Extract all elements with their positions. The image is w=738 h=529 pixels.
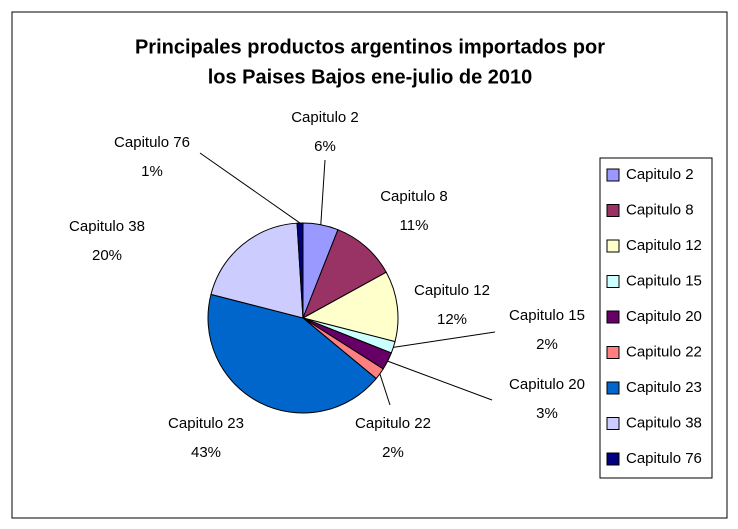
data-label-name: Capitulo 22	[355, 415, 431, 432]
legend-label: Capitulo 20	[626, 308, 702, 325]
data-label-value: 2%	[382, 444, 404, 461]
data-label-value: 1%	[141, 163, 163, 180]
legend-swatch	[606, 204, 620, 217]
legend-label: Capitulo 12	[626, 237, 702, 254]
legend-label: Capitulo 38	[626, 414, 702, 431]
legend-swatch	[606, 275, 620, 288]
legend-label: Capitulo 76	[626, 450, 702, 467]
data-label-name: Capitulo 20	[509, 376, 585, 393]
legend-label: Capitulo 8	[626, 201, 694, 218]
legend-label: Capitulo 23	[626, 379, 702, 396]
data-label-name: Capitulo 12	[414, 282, 490, 299]
legend-swatch	[606, 346, 620, 359]
chart-title: los Paises Bajos ene-julio de 2010	[208, 66, 533, 88]
legend-swatch	[606, 417, 620, 430]
chart-title: Principales productos argentinos importa…	[135, 36, 605, 58]
data-label-name: Capitulo 76	[114, 134, 190, 151]
data-label-value: 20%	[92, 247, 122, 264]
legend-swatch	[606, 310, 620, 324]
leader-line	[199, 152, 301, 224]
pie-slice	[210, 222, 304, 319]
legend-swatch	[606, 381, 620, 395]
data-label-value: 12%	[437, 311, 467, 328]
legend-swatch	[606, 239, 620, 253]
data-label-value: 6%	[314, 138, 336, 155]
pie-slice	[301, 271, 399, 343]
data-label-name: Capitulo 15	[509, 307, 585, 324]
data-label-name: Capitulo 2	[291, 109, 359, 126]
legend-swatch	[606, 452, 620, 466]
leader-line	[379, 373, 391, 406]
leader-line	[320, 159, 326, 225]
legend-label: Capitulo 15	[626, 272, 702, 289]
legend-label: Capitulo 2	[626, 166, 694, 183]
pie-slice	[207, 293, 377, 414]
data-label-value: 43%	[191, 444, 221, 461]
data-label-name: Capitulo 23	[168, 415, 244, 432]
data-label-name: Capitulo 8	[380, 188, 448, 205]
legend-swatch	[606, 168, 620, 182]
legend-label: Capitulo 22	[626, 343, 702, 360]
leader-line	[393, 331, 496, 348]
data-label-value: 2%	[536, 336, 558, 353]
data-label-name: Capitulo 38	[69, 218, 145, 235]
data-label-value: 11%	[400, 217, 429, 234]
leader-line	[387, 360, 493, 401]
pie-slice	[302, 229, 387, 320]
data-label-value: 3%	[536, 405, 558, 422]
